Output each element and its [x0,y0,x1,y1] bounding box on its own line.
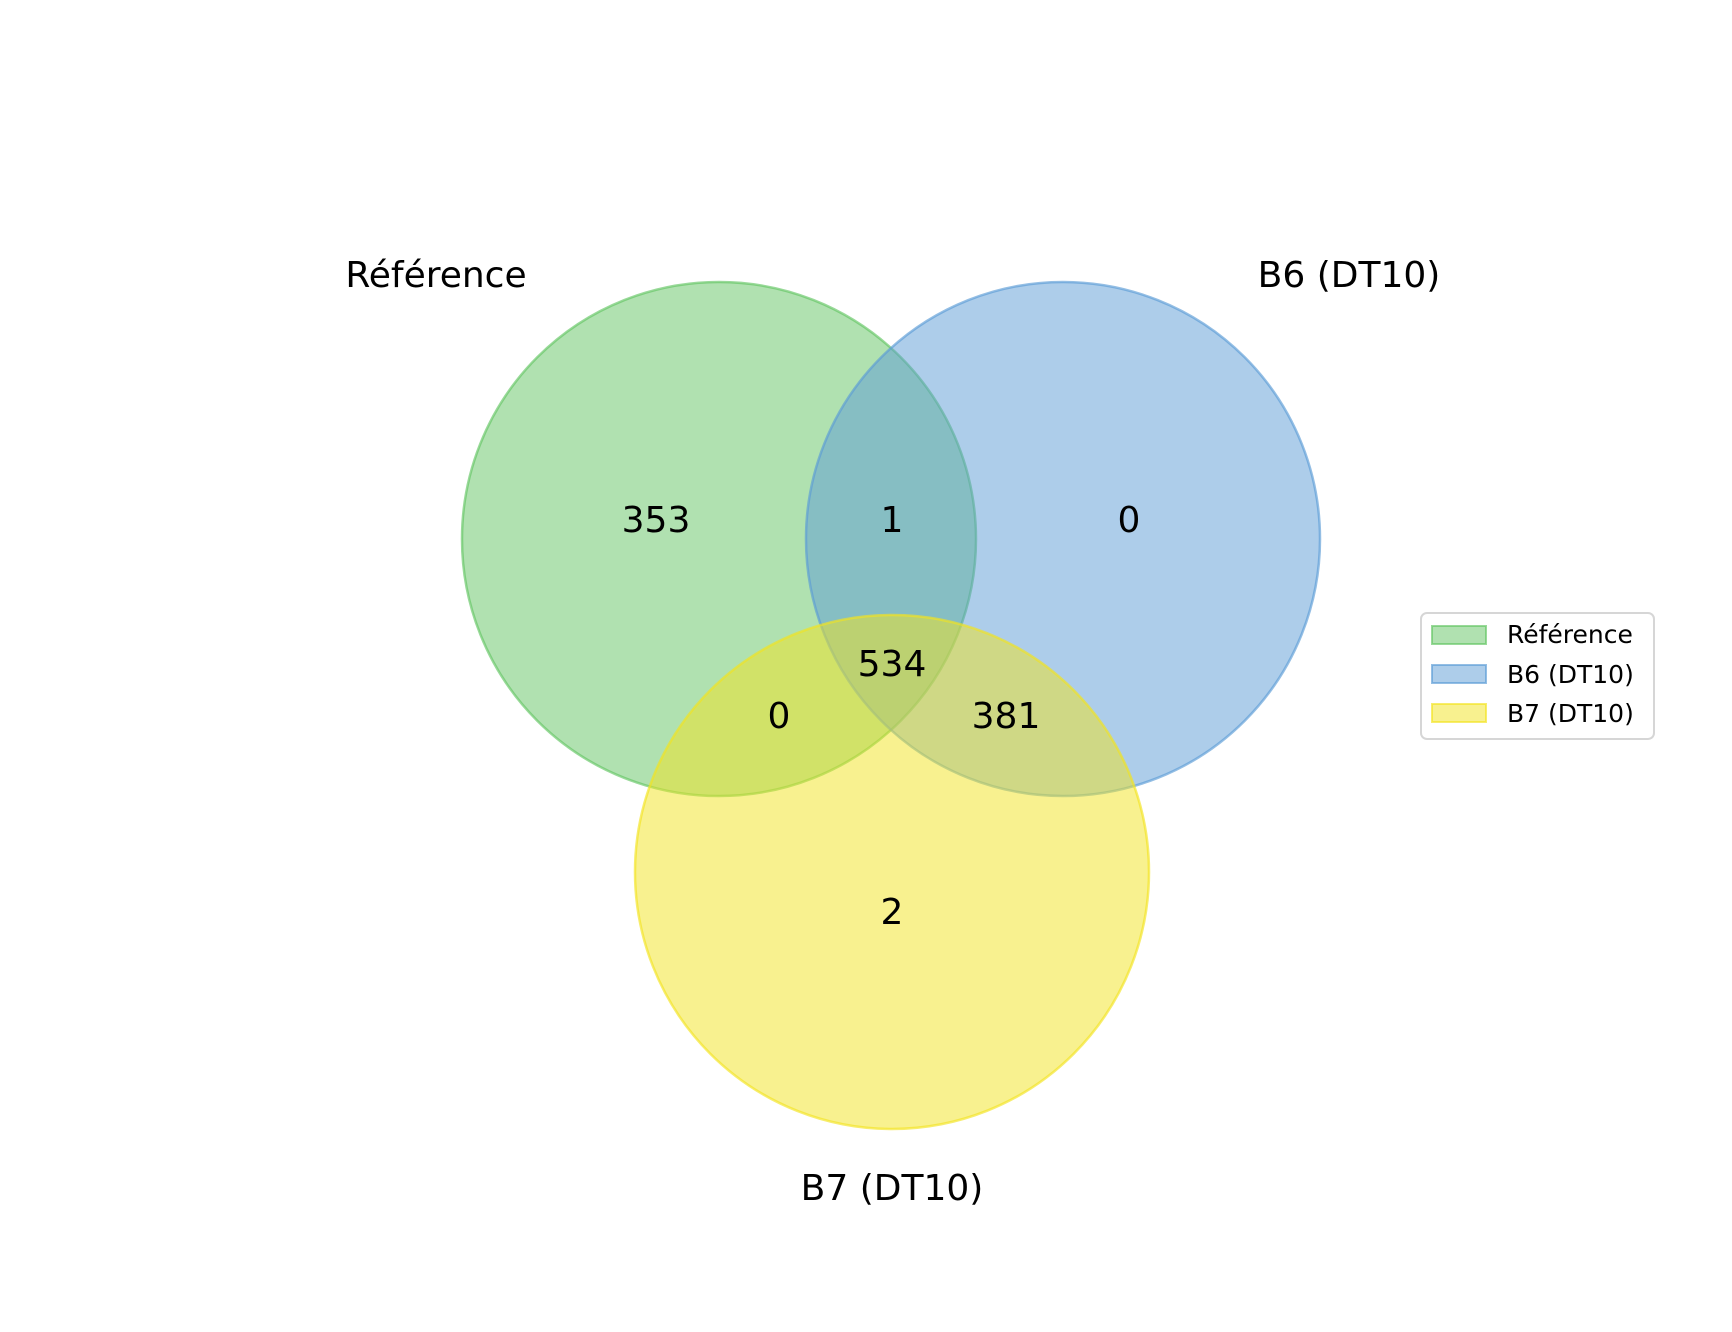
set-label-b6: B6 (DT10) [1258,255,1441,296]
legend-swatch-b6 [1431,664,1487,684]
legend-swatch-b7 [1431,703,1487,723]
legend-label-reference: Référence [1507,620,1633,649]
legend: Référence B6 (DT10) B7 (DT10) [1420,612,1655,740]
legend-swatch-reference [1431,625,1487,645]
count-reference-b6: 1 [881,500,904,541]
count-all-three: 534 [858,644,927,685]
count-reference-only: 353 [622,500,691,541]
count-reference-b7: 0 [768,696,791,737]
count-b6-only: 0 [1118,500,1141,541]
set-label-b7: B7 (DT10) [801,1168,984,1209]
count-b6-b7: 381 [972,696,1041,737]
legend-label-b7: B7 (DT10) [1507,699,1634,728]
legend-label-b6: B6 (DT10) [1507,660,1634,689]
circle-b7 [633,613,1151,1131]
set-label-reference: Référence [345,255,526,296]
count-b7-only: 2 [881,892,904,933]
